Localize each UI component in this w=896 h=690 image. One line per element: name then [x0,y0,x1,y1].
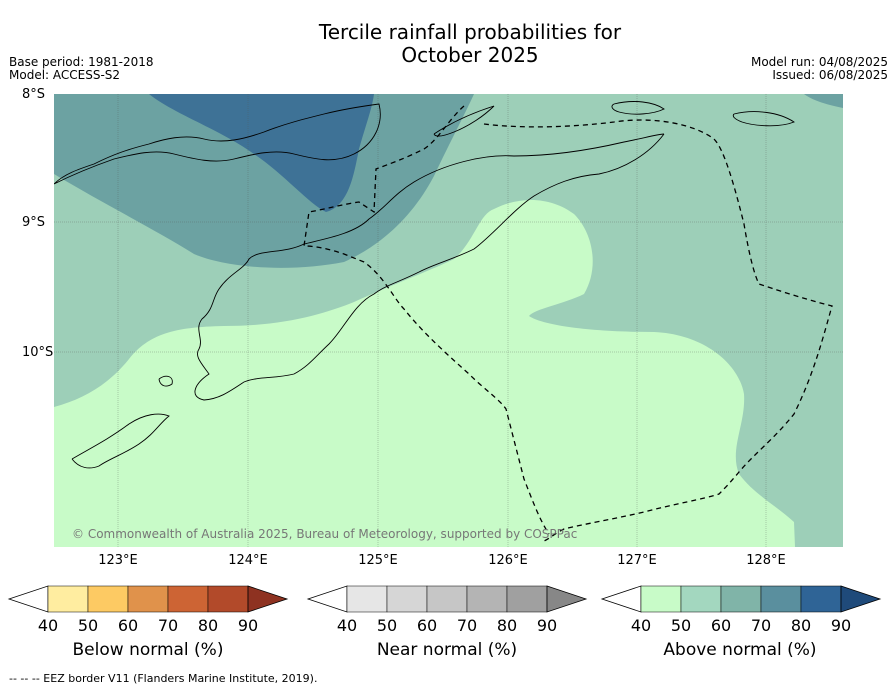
colorbar-tick-label: 70 [456,616,478,635]
colorbar-segment [167,585,209,613]
lon-label-126e: 126°E [488,553,528,568]
colorbar-segment [426,585,468,613]
region-above-60-ne [804,94,843,108]
colorbar-tick-label: 80 [496,616,518,635]
colorbar-segment [760,585,802,613]
colorbar-segment [720,585,762,613]
lon-label-124e: 124°E [228,553,268,568]
colorbar-tick-label: 50 [77,616,99,635]
colorbar-tick-label: 40 [630,616,652,635]
colorbar-tick-label: 70 [157,616,179,635]
colorbar-extend-high [546,585,588,613]
region-above-60 [54,94,474,268]
legend-title-below: Below normal (%) [72,640,224,660]
forecast-map: © Commonwealth of Australia 2025, Bureau… [54,94,843,547]
meta-right: Model run: 04/08/2025 Issued: 06/08/2025 [751,56,888,82]
colorbar-tick-label: 60 [710,616,732,635]
colorbar-segment [680,585,722,613]
colorbar-above-normal [600,585,882,613]
colorbar-tick-label: 50 [376,616,398,635]
lon-label-128e: 128°E [746,553,786,568]
colorbar-segment [506,585,548,613]
issued-date: Issued: 06/08/2025 [772,68,888,82]
base-period: Base period: 1981-2018 [9,55,154,69]
colorbar-segment [386,585,428,613]
colorbar-tick-label: 40 [37,616,59,635]
copyright-text: © Commonwealth of Australia 2025, Bureau… [72,527,577,541]
model-name: Model: ACCESS-S2 [9,68,121,82]
coastlines [54,101,795,469]
colorbar-segment [127,585,169,613]
colorbar-extend-low [7,585,49,613]
eez-border-timor [303,105,550,535]
colorbar-segment [800,585,842,613]
title-line-2: October 2025 [401,43,539,67]
footer-note: -- -- -- EEZ border V11 (Flanders Marine… [9,672,318,685]
title-line-1: Tercile rainfall probabilities for [318,20,622,44]
colorbar-tick-label: 80 [197,616,219,635]
colorbar-tick-label: 50 [670,616,692,635]
colorbar-extend-high [840,585,882,613]
colorbar-tick-label: 60 [416,616,438,635]
colorbar-near-normal [306,585,588,613]
lat-label-8s: 8°S [22,87,46,102]
timor-coastline [194,133,665,401]
colorbar-tick-label: 40 [336,616,358,635]
colorbar-tick-label: 60 [117,616,139,635]
model-run: Model run: 04/08/2025 [750,55,888,69]
lon-label-125e: 125°E [358,553,398,568]
alor-coastline [433,105,495,137]
meta-left: Base period: 1981-2018 Model: ACCESS-S2 [9,56,154,82]
lon-label-127e: 127°E [617,553,657,568]
colorbar-tick-label: 90 [830,616,852,635]
island-ne-1 [732,111,795,127]
flores-coastline [54,103,381,185]
colorbar-segment [47,585,89,613]
graticule [54,94,843,547]
colorbar-segment [466,585,508,613]
rote-island [71,413,170,469]
colorbar-segment [346,585,388,613]
colorbar-segment [87,585,129,613]
colorbar-extend-low [600,585,642,613]
colorbar-tick-label: 90 [536,616,558,635]
colorbar-segment [640,585,682,613]
legend-title-near: Near normal (%) [376,640,518,660]
lon-label-123e: 123°E [98,553,138,568]
small-island [158,375,173,387]
lat-label-10s: 10°S [22,345,54,360]
colorbar-tick-label: 70 [750,616,772,635]
map-title: Tercile rainfall probabilities for Octob… [0,21,896,67]
legend-colorbars [7,585,882,613]
wetar-island [611,101,665,115]
colorbar-extend-high [247,585,289,613]
eez-border [303,105,833,542]
colorbar-segment [207,585,249,613]
colorbar-below-normal [7,585,289,613]
colorbar-extend-low [306,585,348,613]
colorbar-tick-label: 80 [790,616,812,635]
colorbar-tick-label: 90 [237,616,259,635]
region-above-40 [54,199,795,547]
lat-label-9s: 9°S [22,215,46,230]
legend-title-above: Above normal (%) [663,640,817,660]
